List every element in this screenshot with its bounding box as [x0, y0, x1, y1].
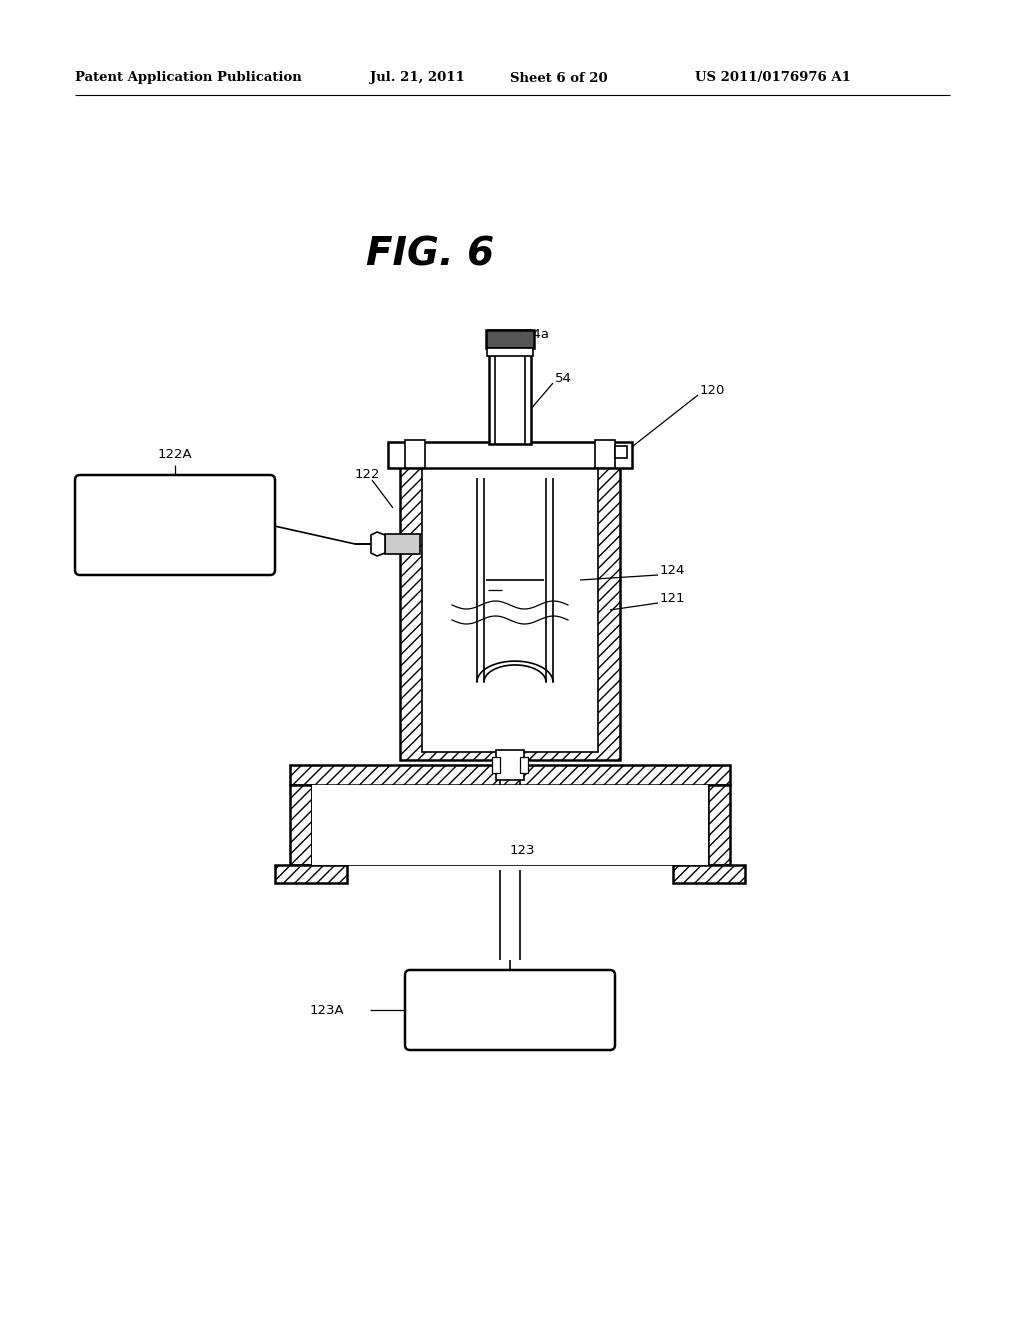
Bar: [275, 865, 347, 883]
Text: 124: 124: [660, 564, 685, 577]
Bar: [385, 535, 420, 554]
Text: ASPIRATION
SOURCE: ASPIRATION SOURCE: [471, 997, 549, 1024]
Text: 120: 120: [700, 384, 725, 396]
Text: Jul. 21, 2011: Jul. 21, 2011: [370, 71, 465, 84]
Bar: [290, 766, 730, 785]
Bar: [290, 785, 312, 865]
Bar: [492, 756, 500, 774]
Bar: [486, 330, 534, 348]
Polygon shape: [371, 532, 385, 556]
Bar: [615, 446, 627, 458]
Text: 123: 123: [510, 843, 536, 857]
Text: 122A: 122A: [158, 449, 193, 462]
Bar: [400, 459, 620, 760]
Text: Patent Application Publication: Patent Application Publication: [75, 71, 302, 84]
Bar: [312, 785, 708, 865]
Text: AIR SUPPLYING: AIR SUPPLYING: [126, 508, 224, 521]
Bar: [406, 440, 425, 469]
Bar: [520, 756, 528, 774]
Text: 54a: 54a: [525, 329, 550, 342]
Text: 121: 121: [660, 591, 685, 605]
Bar: [673, 865, 745, 883]
Bar: [487, 348, 534, 356]
FancyBboxPatch shape: [75, 475, 275, 576]
Bar: [388, 442, 632, 469]
Text: FIG. 6: FIG. 6: [366, 236, 494, 275]
Text: SOURCE: SOURCE: [147, 528, 203, 541]
Text: 54: 54: [555, 371, 571, 384]
Text: 122: 122: [355, 469, 381, 482]
Bar: [496, 750, 524, 780]
Bar: [595, 440, 615, 469]
Bar: [422, 469, 598, 752]
Text: US 2011/0176976 A1: US 2011/0176976 A1: [695, 71, 851, 84]
Text: Sheet 6 of 20: Sheet 6 of 20: [510, 71, 607, 84]
FancyBboxPatch shape: [406, 970, 615, 1049]
Bar: [495, 335, 525, 444]
Bar: [708, 785, 730, 865]
Bar: [489, 330, 531, 444]
Text: 123A: 123A: [310, 1003, 345, 1016]
